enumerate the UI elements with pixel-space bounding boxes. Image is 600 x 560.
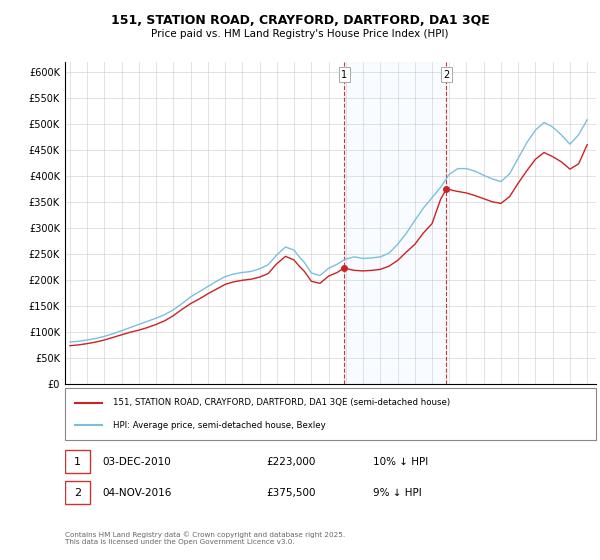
FancyBboxPatch shape: [65, 450, 90, 473]
Text: 10% ↓ HPI: 10% ↓ HPI: [373, 457, 428, 467]
Text: 1: 1: [74, 457, 81, 467]
Text: 1: 1: [341, 69, 347, 80]
Text: 151, STATION ROAD, CRAYFORD, DARTFORD, DA1 3QE (semi-detached house): 151, STATION ROAD, CRAYFORD, DARTFORD, D…: [113, 398, 450, 407]
Text: £223,000: £223,000: [266, 457, 316, 467]
FancyBboxPatch shape: [65, 482, 90, 504]
Text: 2: 2: [443, 69, 449, 80]
Text: 151, STATION ROAD, CRAYFORD, DARTFORD, DA1 3QE: 151, STATION ROAD, CRAYFORD, DARTFORD, D…: [110, 14, 490, 27]
Text: Price paid vs. HM Land Registry's House Price Index (HPI): Price paid vs. HM Land Registry's House …: [151, 29, 449, 39]
Text: HPI: Average price, semi-detached house, Bexley: HPI: Average price, semi-detached house,…: [113, 421, 325, 430]
Text: 04-NOV-2016: 04-NOV-2016: [102, 488, 172, 498]
Text: 2: 2: [74, 488, 81, 498]
Text: 9% ↓ HPI: 9% ↓ HPI: [373, 488, 422, 498]
Text: Contains HM Land Registry data © Crown copyright and database right 2025.
This d: Contains HM Land Registry data © Crown c…: [65, 531, 345, 545]
Text: 03-DEC-2010: 03-DEC-2010: [102, 457, 171, 467]
Text: £375,500: £375,500: [266, 488, 316, 498]
Bar: [344, 62, 446, 384]
FancyBboxPatch shape: [65, 388, 596, 440]
